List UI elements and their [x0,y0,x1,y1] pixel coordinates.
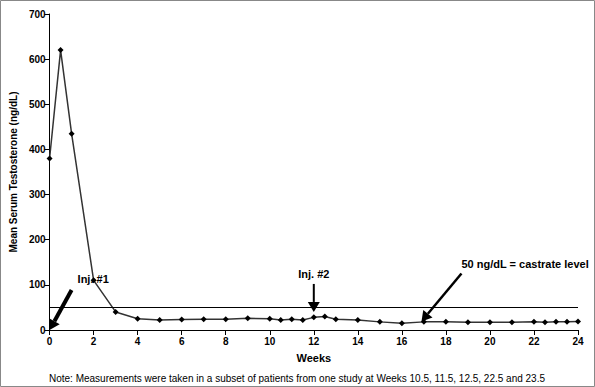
svg-text:300: 300 [29,189,46,200]
svg-text:24: 24 [572,336,584,347]
svg-text:200: 200 [29,234,46,245]
svg-text:400: 400 [29,144,46,155]
svg-text:Inj. #2: Inj. #2 [298,268,329,280]
svg-text:12: 12 [308,336,320,347]
svg-text:600: 600 [29,54,46,65]
svg-text:100: 100 [29,279,46,290]
svg-text:0: 0 [40,325,46,336]
svg-text:22: 22 [528,336,540,347]
svg-text:16: 16 [396,336,408,347]
svg-text:10: 10 [264,336,276,347]
svg-text:Inj. #1: Inj. #1 [77,272,109,285]
svg-text:18: 18 [440,336,452,347]
svg-text:500: 500 [29,99,46,110]
svg-text:6: 6 [179,336,185,347]
svg-text:50 ng/dL = castrate level: 50 ng/dL = castrate level [461,258,588,270]
svg-text:700: 700 [29,9,46,20]
svg-text:4: 4 [135,336,141,347]
svg-text:Weeks: Weeks [296,352,331,364]
svg-text:Note: Measurements were taken: Note: Measurements were taken in a subse… [49,373,545,384]
svg-text:0: 0 [47,336,53,347]
svg-text:8: 8 [223,336,229,347]
svg-text:2: 2 [91,336,97,347]
svg-text:20: 20 [484,336,496,347]
svg-text:Mean Serum Testosterone (ng/dL: Mean Serum Testosterone (ng/dL) [8,92,19,253]
svg-text:14: 14 [352,336,364,347]
